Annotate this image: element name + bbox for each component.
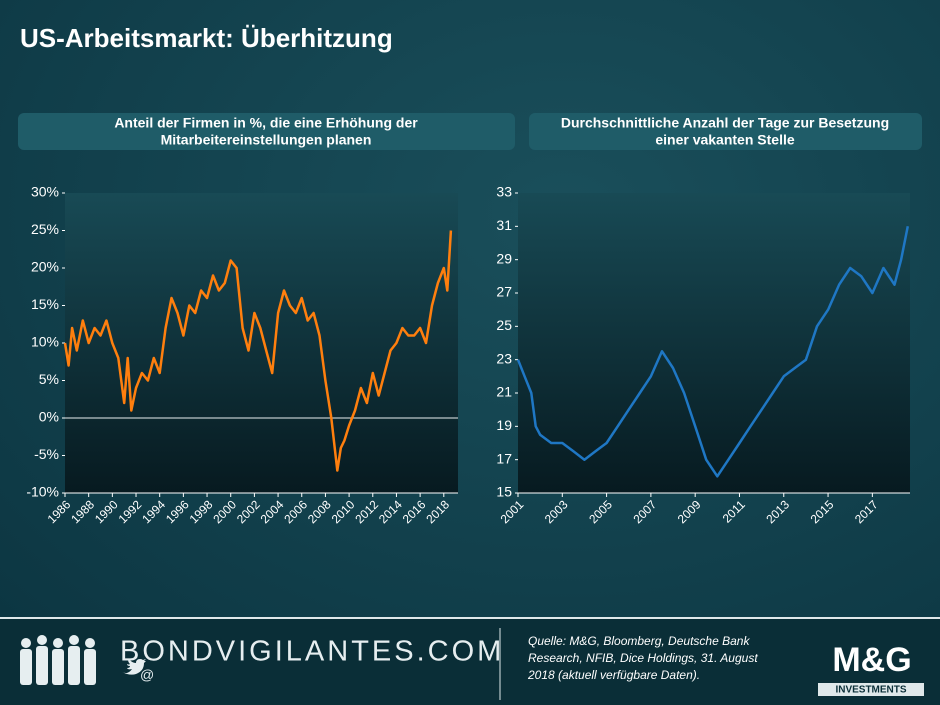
y-tick-label: 15% bbox=[31, 296, 59, 312]
y-tick-label: 29 bbox=[496, 250, 512, 266]
y-tick-label: 21 bbox=[496, 384, 512, 400]
y-tick-label: 15 bbox=[496, 484, 512, 500]
y-tick-label: 25% bbox=[31, 221, 59, 237]
logo-sub: INVESTMENTS bbox=[835, 685, 906, 696]
logo: M&G bbox=[832, 641, 911, 679]
chart-header-box bbox=[18, 113, 515, 150]
chart-title: Anteil der Firmen in %, die eine Erhöhun… bbox=[114, 115, 418, 131]
y-tick-label: -10% bbox=[26, 484, 59, 500]
data-line bbox=[63, 230, 453, 472]
chart-title: Durchschnittliche Anzahl der Tage zur Be… bbox=[561, 115, 889, 131]
chart-header-box bbox=[529, 113, 922, 150]
people-icon bbox=[20, 635, 96, 685]
y-tick-label: 19 bbox=[496, 417, 512, 433]
y-tick-label: 23 bbox=[496, 350, 512, 366]
y-tick-label: -5% bbox=[34, 446, 59, 462]
chart-title: Mitarbeitereinstellungen planen bbox=[161, 132, 372, 148]
slide-title: US-Arbeitsmarkt: Überhitzung bbox=[20, 23, 393, 53]
y-tick-label: 0% bbox=[39, 409, 59, 425]
y-tick-label: 31 bbox=[496, 217, 512, 233]
y-tick-label: 10% bbox=[31, 334, 59, 350]
source-line: 2018 (aktuell verfügbare Daten). bbox=[527, 668, 700, 682]
at-icon: @ bbox=[140, 667, 154, 683]
source-line: Quelle: M&G, Bloomberg, Deutsche Bank bbox=[528, 634, 750, 648]
y-tick-label: 5% bbox=[39, 371, 59, 387]
logo-strip bbox=[818, 683, 924, 696]
brand: BONDVIGILANTES.COM bbox=[120, 636, 504, 668]
y-tick-label: 25 bbox=[496, 317, 512, 333]
y-tick-label: 20% bbox=[31, 259, 59, 275]
y-tick-label: 30% bbox=[31, 184, 59, 200]
y-tick-label: 17 bbox=[496, 450, 512, 466]
footer bbox=[0, 618, 940, 705]
plot-area bbox=[65, 193, 458, 493]
y-tick-label: 33 bbox=[496, 184, 512, 200]
data-line bbox=[516, 226, 910, 478]
plot-area bbox=[518, 193, 910, 493]
source-line: Research, NFIB, Dice Holdings, 31. Augus… bbox=[528, 651, 758, 665]
y-tick-label: 27 bbox=[496, 284, 512, 300]
twitter-icon bbox=[122, 659, 146, 675]
chart-title: einer vakanten Stelle bbox=[655, 132, 795, 148]
